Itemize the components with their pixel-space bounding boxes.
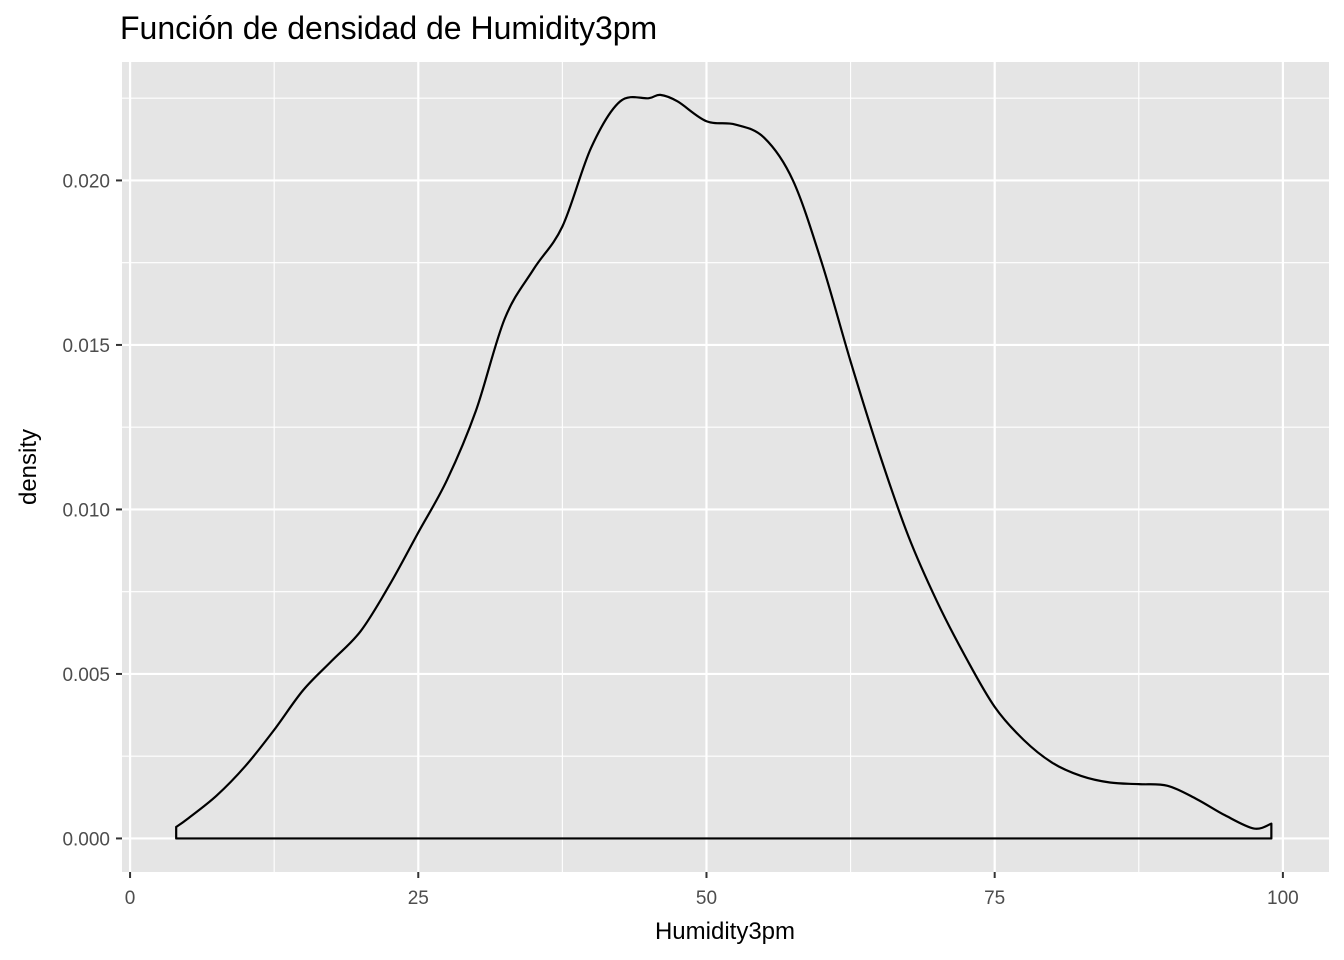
y-tick-label: 0.015: [62, 336, 110, 357]
x-tick-label: 50: [696, 888, 717, 909]
x-tick-label: 75: [984, 888, 1005, 909]
plot-panel: [122, 62, 1329, 872]
density-curve: [175, 93, 1273, 840]
y-tick-label: 0.005: [62, 665, 110, 686]
y-tick-label: 0.010: [62, 500, 110, 521]
x-tick-label: 25: [408, 888, 429, 909]
grid-major: [122, 62, 1329, 872]
y-tick-label: 0.000: [62, 829, 110, 850]
x-axis: 0 25 50 75 100: [125, 872, 1299, 909]
y-tick-label: 0.020: [62, 171, 110, 192]
grid-minor: [122, 62, 1329, 872]
y-axis: 0.000 0.005 0.010 0.015 0.020: [62, 171, 122, 850]
x-tick-label: 100: [1267, 888, 1299, 909]
chart-title: Función de densidad de Humidity3pm: [120, 10, 657, 46]
x-tick-label: 0: [125, 888, 136, 909]
y-axis-title: density: [15, 429, 42, 505]
x-axis-title: Humidity3pm: [655, 918, 795, 945]
